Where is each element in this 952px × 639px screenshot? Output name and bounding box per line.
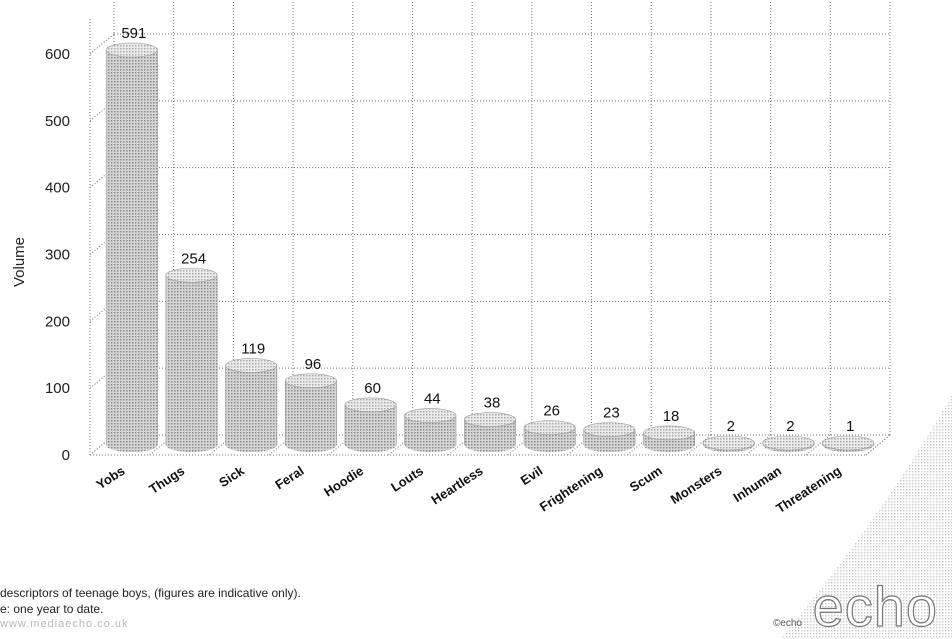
value-label: 44 [424,391,441,408]
value-label: 591 [121,25,146,42]
bar-hoodie [344,397,397,452]
bar-threatening [822,435,875,452]
value-label: 96 [305,356,322,373]
bar-inhuman [762,435,815,452]
value-label: 1 [846,418,854,435]
y-axis-label: Volume [11,237,28,287]
value-label: 26 [543,403,560,420]
x-tick-label: Evil [518,463,546,488]
bar-sick [225,358,278,452]
x-tick-label: Inhuman [730,463,784,505]
bar-evil [523,420,576,452]
echo-logo: echo [812,574,938,638]
value-label: 60 [364,380,381,397]
chart-bars [105,42,875,452]
echo-logo-small: ©echo [772,618,802,629]
value-label: 38 [484,395,501,412]
bar-heartless [464,412,516,452]
bar-monsters [702,435,755,452]
y-tick-label: 200 [45,313,70,330]
value-label: 119 [241,340,265,357]
bar-feral [284,373,337,452]
y-tick-label: 500 [45,113,70,130]
x-tick-label: Monsters [668,463,725,507]
bar-yobs [105,42,158,452]
value-label: 2 [786,418,794,435]
x-tick-label: Heartless [428,463,485,507]
x-tick-label: Sick [216,463,247,491]
value-label: 2 [727,418,735,435]
bar-thugs [165,267,218,452]
y-tick-label: 300 [45,247,70,264]
footer-url: www.mediaecho.co.uk [0,618,129,630]
value-label: 18 [663,408,680,425]
y-tick-label: 0 [62,447,70,464]
chart-category-labels: Yobs Thugs Sick Feral Hoodie Louts Heartless Ev… [93,463,843,517]
x-tick-label: Thugs [146,463,187,497]
value-label: 254 [181,250,206,267]
bar-frightening [583,422,636,452]
y-tick-label: 600 [45,46,70,63]
y-tick-label: 400 [45,180,70,197]
footer-note: descriptors of teenage boys, (figures ar… [0,586,301,600]
bar-scum [643,425,696,452]
x-tick-label: Frightening [537,463,605,515]
chart-axes: 0 100 200 300 400 500 600 [45,19,91,464]
value-label: 23 [603,405,620,422]
x-tick-label: Scum [627,463,665,495]
x-tick-label: Yobs [93,463,127,492]
x-tick-label: Louts [388,463,426,495]
bar-chart: 0 100 200 300 400 500 600 591 254 119 96 60 44 38 26 2… [11,0,891,517]
footer-period: e: one year to date. [0,602,104,616]
x-tick-label: Feral [272,463,306,493]
x-tick-label: Threatening [773,463,844,516]
chart-grid [89,0,891,456]
x-tick-label: Hoodie [321,463,366,500]
y-tick-label: 100 [45,380,70,397]
bar-louts [404,408,457,452]
